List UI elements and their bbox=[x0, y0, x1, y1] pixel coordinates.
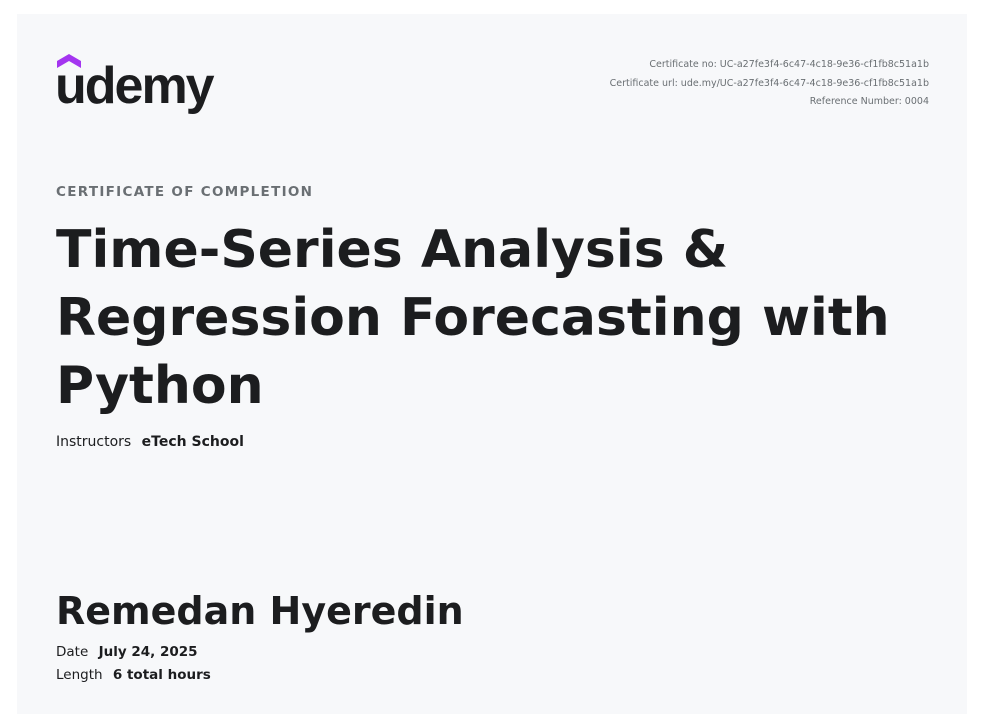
date-label: Date bbox=[56, 644, 89, 660]
length-value: 6 total hours bbox=[112, 667, 211, 683]
instructors-label: Instructors bbox=[56, 434, 132, 450]
logo-wordmark: udemy bbox=[55, 57, 215, 115]
length-line: Length 6 total hours bbox=[56, 667, 211, 683]
certificate-number: Certificate no: UC-a27fe3f4-6c47-4c18-9e… bbox=[649, 59, 929, 70]
length-label: Length bbox=[56, 667, 103, 683]
date-value: July 24, 2025 bbox=[98, 644, 198, 660]
instructors-line: Instructors eTech School bbox=[56, 434, 244, 450]
instructors-value: eTech School bbox=[141, 434, 244, 450]
logo-cap-icon bbox=[57, 54, 81, 68]
udemy-logo: udemy bbox=[55, 50, 225, 120]
certificate-label: CERTIFICATE OF COMPLETION bbox=[56, 184, 314, 200]
certificate-url: Certificate url: ude.my/UC-a27fe3f4-6c47… bbox=[609, 77, 929, 89]
reference-number: Reference Number: 0004 bbox=[809, 96, 929, 107]
course-title: Time-Series Analysis & Regression Foreca… bbox=[56, 220, 890, 416]
student-name: Remedan Hyeredin bbox=[56, 589, 464, 633]
date-line: Date July 24, 2025 bbox=[56, 644, 198, 660]
certificate-meta: Certificate no: UC-a27fe3f4-6c47-4c18-9e… bbox=[610, 56, 929, 112]
certificate-card: udemy Certificate no: UC-a27fe3f4-6c47-4… bbox=[17, 14, 967, 714]
